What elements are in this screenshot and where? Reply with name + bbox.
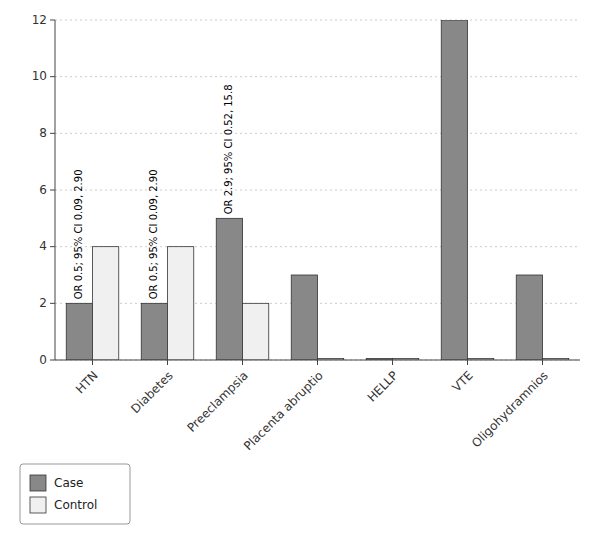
annotation: OR 2.9; 95% CI 0.52, 15.8 <box>223 84 234 214</box>
annotation: OR 0.5; 95% CI 0.09, 2.90 <box>73 169 84 299</box>
bar <box>516 275 542 360</box>
bar <box>216 218 242 360</box>
x-tick <box>92 360 93 365</box>
x-tick <box>167 360 168 365</box>
bar <box>66 303 92 360</box>
y-tick-label: 8 <box>39 126 47 140</box>
grid-line <box>55 246 580 247</box>
y-tick <box>50 133 55 134</box>
bar <box>441 20 467 360</box>
y-tick <box>50 360 55 361</box>
bar <box>93 247 119 360</box>
bar <box>168 247 194 360</box>
bars <box>66 20 569 360</box>
legend: Case Control <box>20 464 130 524</box>
grid-line <box>55 76 580 77</box>
y-tick-label: 0 <box>39 353 47 367</box>
y-tick-label: 6 <box>39 183 47 197</box>
x-tick <box>542 360 543 365</box>
legend-label: Case <box>54 476 83 490</box>
y-tick-label: 2 <box>39 296 47 310</box>
x-tick-label: Diabetes <box>128 368 176 416</box>
legend-frame <box>20 464 130 524</box>
x-tick-label: HELLP <box>365 368 401 404</box>
y-tick-label: 10 <box>32 69 47 83</box>
grid-line <box>55 133 580 134</box>
bar <box>243 303 269 360</box>
chart-container: 0 2 4 6 8 10 12 OR 0.5; 95% CI 0.09, 2.90 OR 0.5… <box>0 0 600 536</box>
y-tick <box>50 303 55 304</box>
y-tick <box>50 20 55 21</box>
y-tick-label: 12 <box>32 13 47 27</box>
bar <box>291 275 317 360</box>
x-tick <box>242 360 243 365</box>
legend-swatch <box>30 497 46 513</box>
y-tick <box>50 76 55 77</box>
x-tick <box>317 360 318 365</box>
y-tick <box>50 246 55 247</box>
x-tick-label: HTN <box>73 368 101 396</box>
x-tick-label: Placenta abruptio <box>241 368 326 453</box>
chart-svg: 0 2 4 6 8 10 12 OR 0.5; 95% CI 0.09, 2.90 OR 0.5… <box>0 0 600 536</box>
legend-label: Control <box>54 498 97 512</box>
annotation: OR 0.5; 95% CI 0.09, 2.90 <box>148 169 159 299</box>
x-tick-label: Preeclampsia <box>184 368 250 434</box>
y-tick <box>50 190 55 191</box>
grid-line <box>55 190 580 191</box>
x-tick <box>392 360 393 365</box>
x-tick-label: Oligohydramnios <box>469 368 551 450</box>
grid-line <box>55 20 580 21</box>
x-tick <box>467 360 468 365</box>
y-axis-line <box>55 20 56 360</box>
y-tick-label: 4 <box>39 239 47 253</box>
legend-swatch <box>30 475 46 491</box>
bar <box>141 303 167 360</box>
grid <box>55 20 580 360</box>
x-tick-label: VTE <box>450 368 476 394</box>
